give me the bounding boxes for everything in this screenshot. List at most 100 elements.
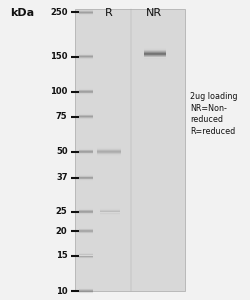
Bar xyxy=(79,255,93,256)
Bar xyxy=(144,51,166,52)
Bar xyxy=(79,119,93,120)
Bar xyxy=(79,252,93,253)
Bar xyxy=(79,179,93,180)
Bar xyxy=(79,92,93,93)
Bar xyxy=(79,214,93,215)
Bar xyxy=(79,234,93,235)
Bar xyxy=(79,180,93,181)
Bar xyxy=(79,258,93,259)
Bar xyxy=(79,148,93,149)
Bar xyxy=(79,94,93,95)
Bar xyxy=(79,53,93,54)
Bar xyxy=(79,57,93,58)
Bar xyxy=(144,56,166,57)
Bar xyxy=(79,116,93,117)
Bar xyxy=(144,54,166,55)
Bar xyxy=(79,256,93,257)
Bar xyxy=(79,230,93,231)
Bar xyxy=(79,52,93,53)
Bar xyxy=(79,54,93,55)
Text: 250: 250 xyxy=(50,8,68,17)
Bar xyxy=(97,152,120,153)
Bar xyxy=(79,91,93,92)
Text: 37: 37 xyxy=(56,173,68,182)
Bar xyxy=(79,208,93,209)
Bar xyxy=(79,211,93,212)
Bar xyxy=(79,14,93,15)
Bar xyxy=(79,215,93,216)
Bar xyxy=(79,227,93,228)
Bar xyxy=(79,89,93,90)
Bar xyxy=(97,156,120,157)
Bar xyxy=(144,58,166,59)
Bar xyxy=(79,233,93,234)
Bar xyxy=(79,291,93,292)
Bar xyxy=(79,175,93,176)
Text: 2ug loading
NR=Non-
reduced
R=reduced: 2ug loading NR=Non- reduced R=reduced xyxy=(190,92,238,136)
Bar xyxy=(79,177,93,178)
Bar xyxy=(79,90,93,91)
Bar xyxy=(79,290,93,291)
Bar xyxy=(79,60,93,61)
Text: 150: 150 xyxy=(50,52,68,61)
Bar xyxy=(144,48,166,49)
Bar xyxy=(79,228,93,229)
Text: 10: 10 xyxy=(56,286,68,296)
Text: NR: NR xyxy=(146,8,162,17)
Bar xyxy=(79,120,93,121)
Bar xyxy=(79,181,93,182)
Text: 50: 50 xyxy=(56,147,68,156)
Bar xyxy=(79,93,93,94)
Bar xyxy=(79,15,93,16)
Bar xyxy=(79,154,93,155)
Text: 100: 100 xyxy=(50,87,68,96)
Bar xyxy=(144,49,166,50)
Text: R: R xyxy=(105,8,112,17)
Bar xyxy=(79,178,93,179)
Bar xyxy=(79,117,93,118)
Bar xyxy=(79,293,93,294)
Bar xyxy=(97,153,120,154)
Text: 75: 75 xyxy=(56,112,68,121)
Bar xyxy=(79,153,93,154)
Bar xyxy=(79,13,93,14)
Bar xyxy=(79,150,93,151)
Bar xyxy=(75,9,185,291)
Bar xyxy=(79,259,93,260)
Bar xyxy=(97,151,120,152)
Bar xyxy=(97,147,120,148)
Text: 15: 15 xyxy=(56,251,68,260)
Bar xyxy=(79,12,93,13)
Bar xyxy=(79,59,93,60)
Bar xyxy=(97,154,120,155)
Bar xyxy=(79,55,93,56)
Bar xyxy=(79,288,93,289)
Bar xyxy=(79,8,93,9)
Bar xyxy=(97,149,120,150)
Bar xyxy=(79,149,93,150)
Bar xyxy=(79,115,93,116)
Bar xyxy=(79,254,93,255)
Bar xyxy=(79,88,93,89)
Bar xyxy=(144,53,166,54)
Bar xyxy=(144,52,166,53)
Bar xyxy=(79,287,93,288)
Bar xyxy=(79,174,93,175)
Bar xyxy=(79,155,93,156)
Bar xyxy=(79,212,93,213)
Bar xyxy=(79,114,93,115)
Bar xyxy=(79,95,93,96)
Text: 20: 20 xyxy=(56,226,68,236)
Bar xyxy=(144,57,166,58)
Bar xyxy=(79,58,93,59)
Bar xyxy=(79,231,93,232)
Bar xyxy=(144,50,166,51)
Bar xyxy=(79,11,93,12)
Bar xyxy=(144,55,166,56)
Bar xyxy=(79,154,93,155)
Bar xyxy=(79,229,93,230)
Bar xyxy=(79,232,93,233)
Bar xyxy=(79,176,93,177)
Bar xyxy=(79,9,93,10)
Bar xyxy=(97,150,120,151)
